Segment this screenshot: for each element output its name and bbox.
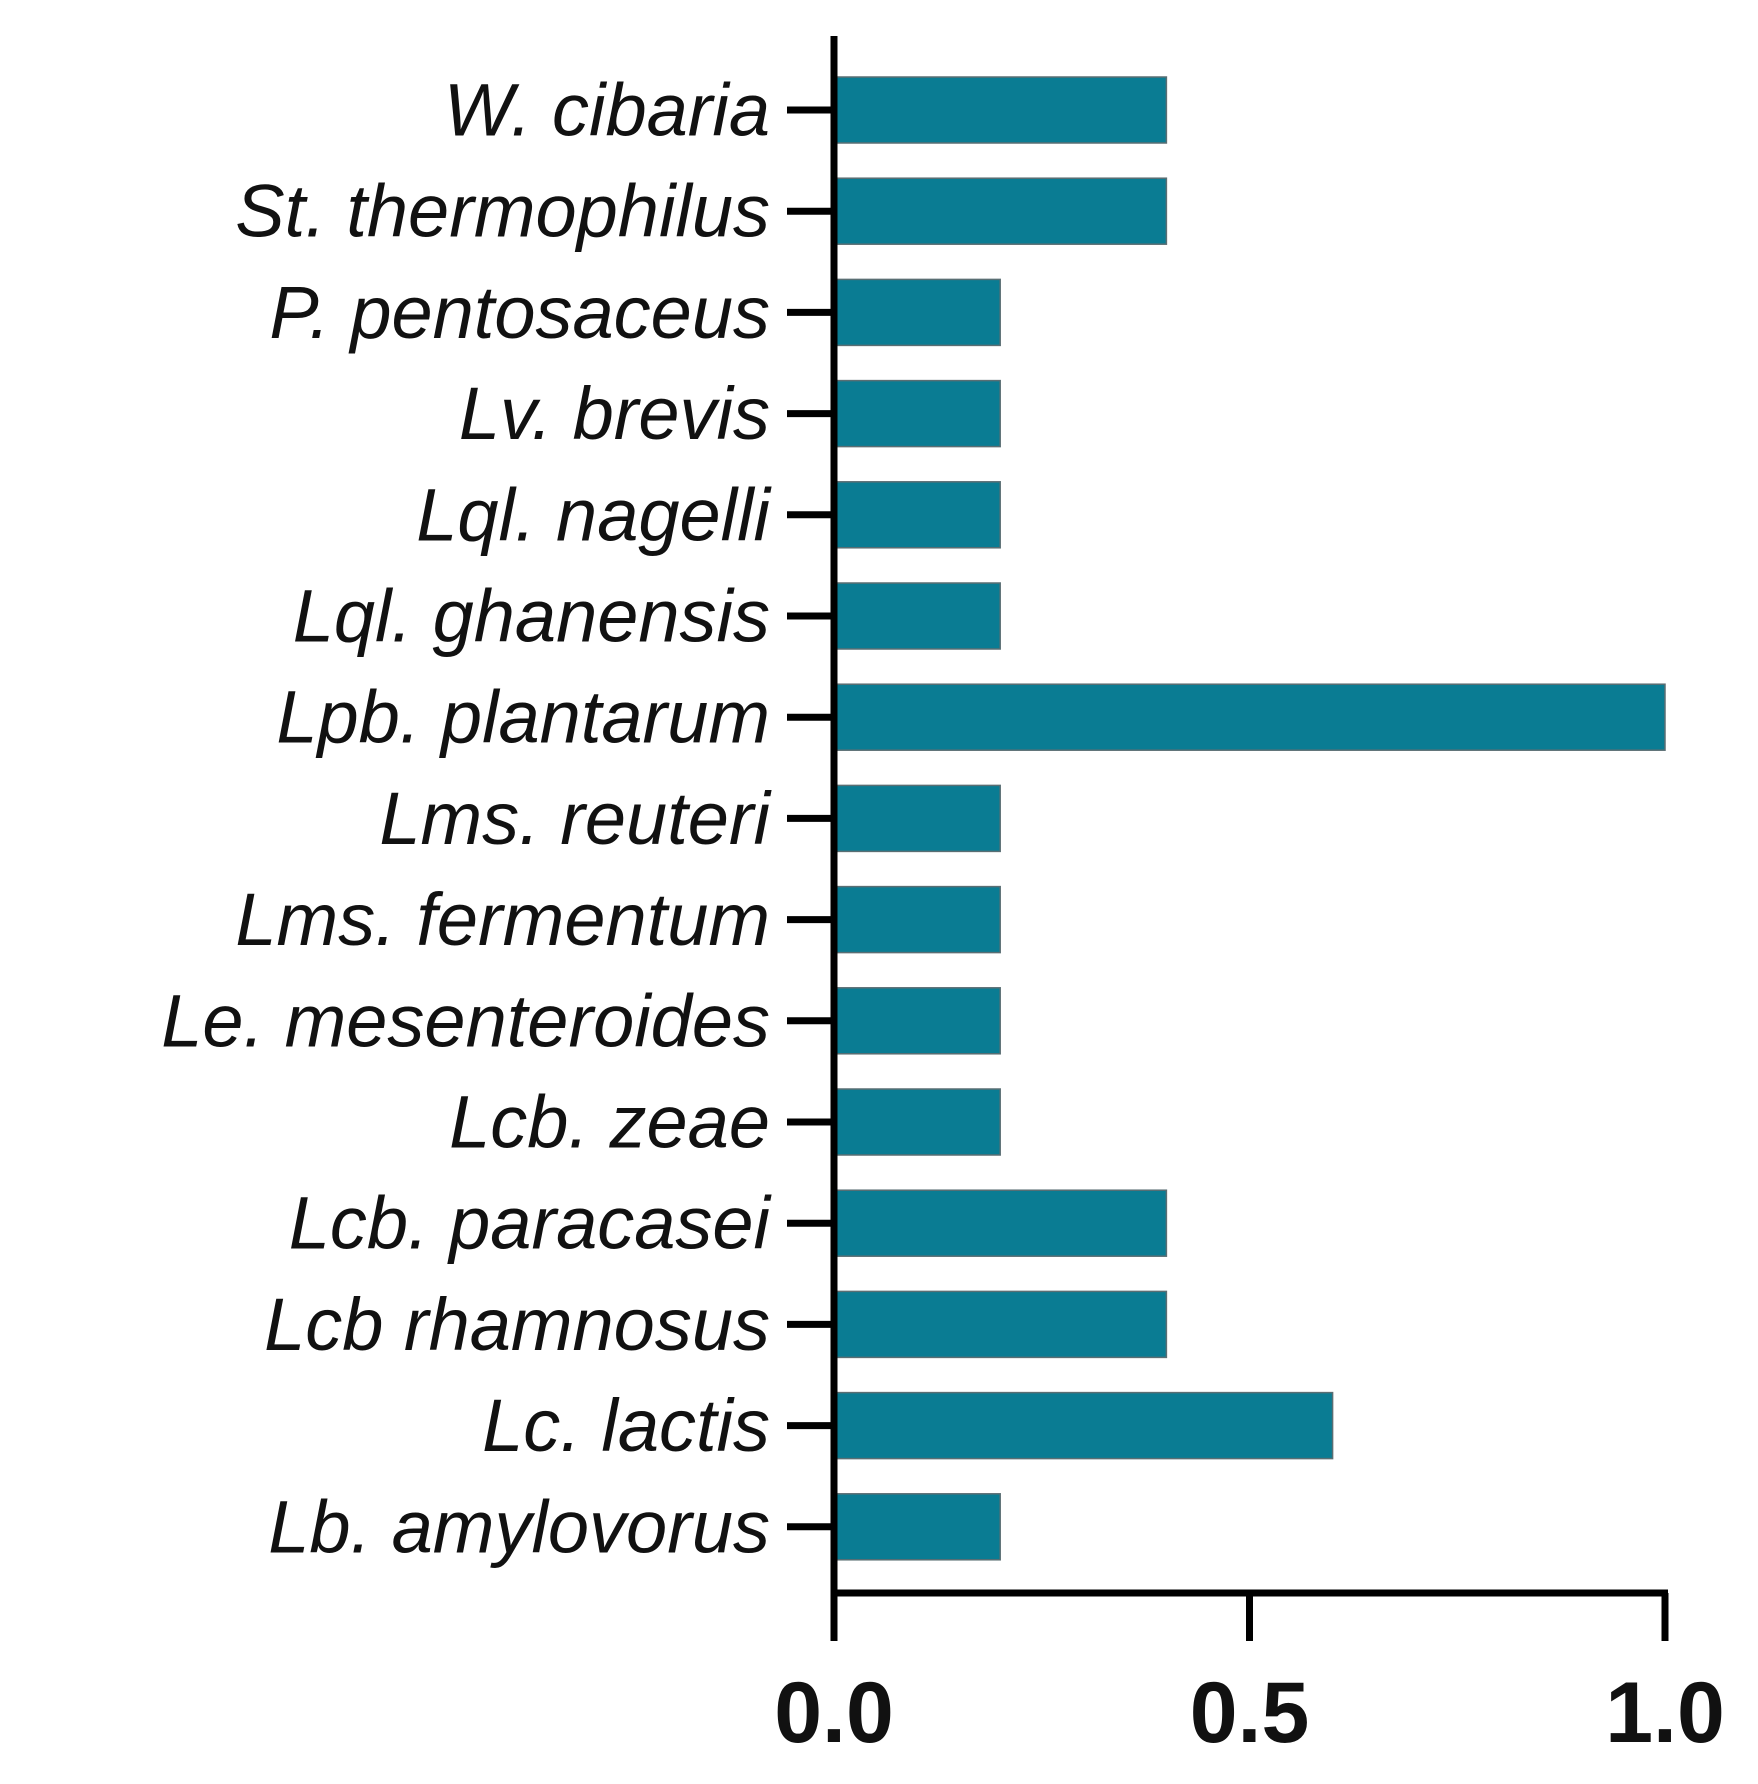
x-tick-label-0: 0.0 <box>774 1665 894 1761</box>
category-label-12: Lcb rhamnosus <box>264 1283 770 1366</box>
bar-1 <box>833 177 1168 245</box>
category-ticks-group <box>787 106 834 1531</box>
category-label-1: St. thermophilus <box>235 170 770 253</box>
bar-5 <box>833 582 1001 650</box>
category-label-11: Lcb. paracasei <box>289 1182 773 1265</box>
bar-9 <box>833 987 1001 1055</box>
bar-11 <box>833 1189 1168 1257</box>
bar-10 <box>833 1088 1001 1156</box>
x-tick-label-2: 1.0 <box>1605 1665 1725 1761</box>
category-label-8: Lms. fermentum <box>235 878 770 961</box>
bar-2 <box>833 278 1001 347</box>
category-label-10: Lcb. zeae <box>449 1081 770 1164</box>
x-tick-label-1: 0.5 <box>1190 1665 1310 1761</box>
x-ticks-group <box>830 1593 1669 1641</box>
category-label-9: Le. mesenteroides <box>161 979 770 1062</box>
bar-7 <box>833 784 1001 853</box>
category-label-3: Lv. brevis <box>459 372 770 455</box>
category-label-2: P. pentosaceus <box>269 271 770 354</box>
category-labels-group: W. cibaria St. thermophilus P. pentosaceus… <box>161 69 772 1569</box>
bar-13 <box>833 1391 1334 1460</box>
category-label-4: Lql. nagelli <box>416 473 772 556</box>
bar-12 <box>833 1290 1168 1359</box>
bar-3 <box>833 379 1001 448</box>
bar-6 <box>833 683 1666 751</box>
bar-4 <box>833 481 1001 549</box>
bars-group <box>833 76 1666 1561</box>
category-label-5: Lql. ghanensis <box>293 575 770 658</box>
category-label-0: W. cibaria <box>444 69 770 152</box>
bar-0 <box>833 76 1168 144</box>
category-label-7: Lms. reuteri <box>379 777 772 860</box>
bar-14 <box>833 1493 1001 1561</box>
category-label-14: Lb. amylovorus <box>268 1485 770 1568</box>
bar-8 <box>833 885 1001 954</box>
x-tick-labels-group: 0.0 0.5 1.0 <box>774 1665 1725 1761</box>
category-label-6: Lpb. plantarum <box>276 676 770 759</box>
category-label-13: Lc. lactis <box>482 1384 770 1467</box>
